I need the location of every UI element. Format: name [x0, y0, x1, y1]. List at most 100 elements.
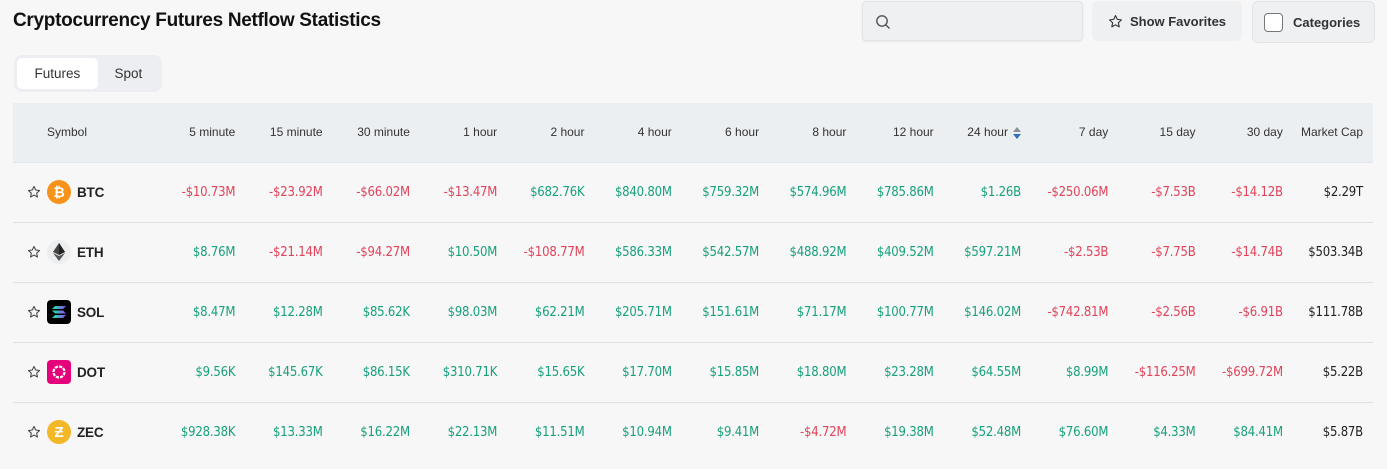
symbol-label: ZEC [77, 424, 104, 440]
polkadot-icon [47, 360, 71, 384]
netflow-1-hour: $10.50M [447, 244, 498, 260]
netflow-5-minute: $928.38K [180, 424, 236, 440]
table-row-zec[interactable]: Ƶ ZEC $928.38K $13.33M $16.22M $22.13M $11.51M… [13, 402, 1373, 462]
netflow-1-hour: -$13.47M [443, 184, 498, 200]
solana-icon [47, 300, 71, 324]
netflow-1-hour: $22.13M [447, 424, 498, 440]
column-header-label: 4 hour [637, 125, 672, 140]
column-header-label: 7 day [1078, 125, 1109, 140]
netflow-24-hour: $146.02M [964, 304, 1021, 320]
netflow-15-day: -$7.75B [1151, 244, 1196, 260]
column-header-4-hour[interactable]: 4 hour [584, 103, 672, 162]
column-header-12-hour[interactable]: 12 hour [846, 103, 934, 162]
netflow-8-hour: -$4.72M [799, 424, 847, 440]
netflow-12-hour: $409.52M [876, 244, 934, 260]
netflow-30-minute: $16.22M [360, 424, 410, 440]
netflow-15-minute: $12.28M [272, 304, 323, 320]
netflow-24-hour: $52.48M [971, 424, 1021, 440]
netflow-7-day: -$250.06M [1047, 184, 1109, 200]
symbol-label: BTC [77, 184, 105, 200]
column-header-8-hour[interactable]: 8 hour [759, 103, 846, 162]
star-icon [1108, 14, 1122, 27]
netflow-2-hour: $62.21M [534, 304, 585, 320]
tab-spot[interactable]: Spot [114, 66, 143, 81]
netflow-30-day: -$14.12B [1231, 184, 1283, 200]
symbol-label: SOL [77, 304, 105, 320]
netflow-30-minute: -$94.27M [356, 244, 410, 260]
favorite-star-icon[interactable] [27, 245, 41, 259]
column-header-label: 30 day [1246, 125, 1283, 140]
netflow-7-day: -$742.81M [1047, 304, 1109, 320]
table-row-eth[interactable]: ETH $8.76M -$21.14M -$94.27M $10.50M -$108.77… [13, 222, 1373, 282]
tab-futures[interactable]: Futures [17, 58, 98, 89]
column-header-6-hour[interactable]: 6 hour [672, 103, 759, 162]
column-header-label: 5 minute [189, 125, 236, 140]
favorite-star-icon[interactable] [27, 305, 41, 319]
table-row-btc[interactable]: ₿ BTC -$10.73M -$23.92M -$66.02M -$13.47M $682… [13, 162, 1373, 222]
netflow-30-day: -$6.91B [1238, 304, 1284, 320]
column-header-label: Symbol [47, 125, 88, 140]
column-header-15-minute[interactable]: 15 minute [235, 103, 323, 162]
column-header-market-cap[interactable]: Market Cap [1283, 103, 1373, 162]
column-header-5-minute[interactable]: 5 minute [148, 103, 235, 162]
table-row-sol[interactable]: SOL $8.47M $12.28M $85.62K $98.03M $62.21M $20… [13, 282, 1373, 342]
column-header-30-day[interactable]: 30 day [1196, 103, 1283, 162]
netflow-24-hour: $64.55M [971, 364, 1021, 380]
column-header-2-hour[interactable]: 2 hour [497, 103, 584, 162]
netflow-30-minute: $86.15K [362, 364, 410, 380]
show-favorites-button[interactable]: Show Favorites [1092, 1, 1242, 41]
column-header-label: 6 hour [725, 125, 760, 140]
netflow-15-minute: -$23.92M [268, 184, 323, 200]
netflow-15-day: -$2.56B [1151, 304, 1196, 320]
market-type-tabs: Futures Spot [14, 55, 162, 92]
ethereum-icon [47, 240, 71, 264]
symbol-cell: SOL [13, 282, 148, 342]
categories-label: Categories [1293, 14, 1361, 30]
categories-checkbox[interactable] [1264, 12, 1283, 32]
symbol-label: DOT [77, 364, 105, 380]
column-header-symbol[interactable]: Symbol [13, 103, 148, 162]
categories-toggle[interactable]: Categories [1252, 1, 1375, 43]
netflow-1-hour: $310.71K [442, 364, 498, 380]
netflow-5-minute: -$10.73M [181, 184, 236, 200]
favorite-star-icon[interactable] [27, 185, 41, 199]
netflow-5-minute: $9.56K [195, 364, 236, 380]
symbol-cell: Ƶ ZEC [13, 402, 148, 462]
netflow-5-minute: $8.47M [192, 304, 236, 320]
netflow-30-minute: -$66.02M [356, 184, 410, 200]
netflow-12-hour: $19.38M [884, 424, 934, 440]
column-header-24-hour[interactable]: 24 hour [934, 103, 1021, 162]
column-header-label: 15 minute [269, 125, 323, 140]
zcash-icon: Ƶ [47, 420, 71, 445]
column-header-label: 12 hour [892, 125, 934, 140]
sort-descending-icon[interactable] [1012, 127, 1021, 140]
favorite-star-icon[interactable] [27, 365, 41, 379]
netflow-2-hour: -$108.77M [523, 244, 585, 260]
column-header-15-day[interactable]: 15 day [1108, 103, 1196, 162]
netflow-15-day: -$7.53B [1151, 184, 1196, 200]
netflow-15-minute: $13.33M [272, 424, 323, 440]
favorite-star-icon[interactable] [27, 425, 41, 439]
column-header-label: 24 hour [967, 125, 1008, 140]
column-header-label: 15 day [1159, 125, 1196, 140]
bitcoin-icon: ₿ [47, 180, 71, 204]
netflow-4-hour: $10.94M [622, 424, 672, 440]
netflow-12-hour: $785.86M [876, 184, 934, 200]
column-header-30-minute[interactable]: 30 minute [323, 103, 410, 162]
table-row-dot[interactable]: DOT $9.56K $145.67K $86.15K $310.71K $15.65K $… [13, 342, 1373, 402]
netflow-6-hour: $542.57M [702, 244, 760, 260]
netflow-8-hour: $71.17M [796, 304, 847, 320]
netflow-24-hour: $1.26B [980, 184, 1021, 200]
netflow-30-day: -$14.74B [1231, 244, 1283, 260]
column-header-1-hour[interactable]: 1 hour [410, 103, 497, 162]
netflow-2-hour: $11.51M [534, 424, 585, 440]
netflow-15-minute: $145.67K [268, 364, 323, 380]
search-input[interactable] [862, 1, 1083, 41]
column-header-7-day[interactable]: 7 day [1021, 103, 1108, 162]
netflow-4-hour: $840.80M [614, 184, 672, 200]
netflow-15-day: $4.33M [1153, 424, 1196, 440]
symbol-cell: ETH [13, 222, 148, 282]
netflow-8-hour: $18.80M [796, 364, 847, 380]
netflow-6-hour: $15.85M [709, 364, 760, 380]
market-cap: $111.78B [1308, 304, 1363, 320]
